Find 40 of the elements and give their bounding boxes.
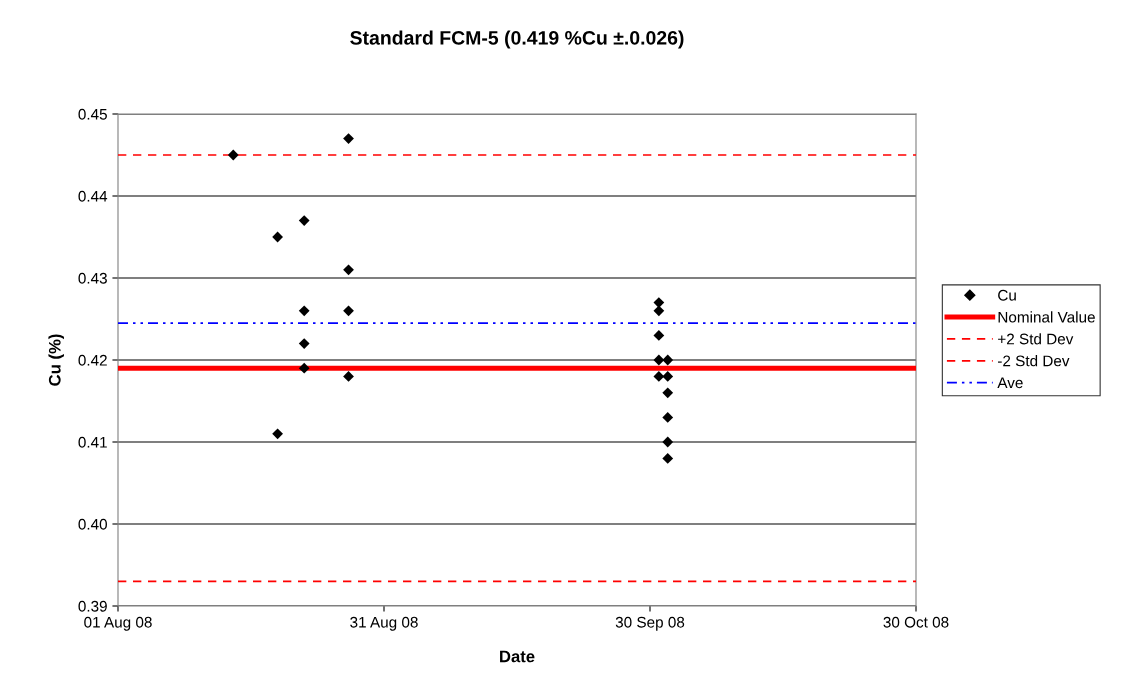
x-tick-label: 30 Oct 08 [883, 616, 949, 628]
point [343, 371, 354, 382]
point [662, 453, 674, 464]
point [298, 305, 310, 317]
legend-label: Ave [997, 377, 1023, 389]
y-tick-label: 0.44 [78, 190, 108, 202]
legend-label: -2 Std Dev [998, 355, 1070, 367]
legend-label: Nominal Value [998, 311, 1095, 323]
point [298, 215, 310, 226]
point [343, 133, 354, 144]
point [298, 362, 310, 374]
y-axis-title: Cu (%) [48, 334, 64, 386]
point [227, 149, 239, 161]
point [662, 371, 674, 382]
chart-title: Standard FCM-5 (0.419 %Cu ±.0.026) [350, 30, 684, 49]
point [662, 354, 674, 366]
point [662, 436, 674, 448]
point [343, 305, 354, 317]
point [653, 297, 665, 308]
y-tick-label: 0.39 [78, 600, 107, 612]
x-axis-title: Date [500, 650, 535, 663]
legend-label: Cu [998, 289, 1016, 301]
point [653, 371, 665, 382]
point [653, 330, 665, 341]
point [272, 428, 283, 440]
y-tick-label: 0.41 [78, 436, 107, 448]
point [653, 354, 665, 366]
y-tick-label: 0.45 [78, 108, 107, 120]
point [653, 305, 665, 317]
x-tick-label: 30 Sep 08 [615, 616, 685, 631]
x-tick-label: 01 Aug 08 [84, 616, 152, 631]
y-tick-label: 0.40 [78, 518, 107, 530]
x-tick-label: 31 Aug 08 [350, 616, 418, 631]
y-tick-label: 0.43 [78, 272, 107, 284]
legend-label: +2 Std Dev [998, 333, 1074, 345]
y-tick-label: 0.42 [78, 354, 107, 366]
point [343, 264, 354, 276]
point [298, 338, 310, 349]
point [662, 387, 674, 399]
point [662, 412, 674, 423]
